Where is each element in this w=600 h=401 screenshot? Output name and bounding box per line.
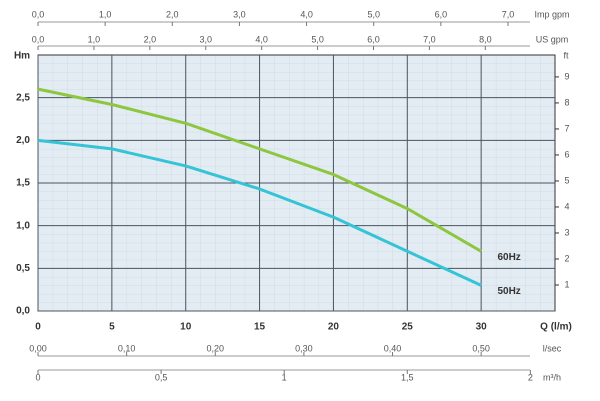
- y-tick-label: 0,0: [16, 306, 30, 317]
- secondary-tick-label: 6,0: [435, 9, 448, 19]
- y2-tick-label: 4: [564, 201, 569, 211]
- secondary-tick-label: 5,0: [367, 9, 380, 19]
- y2-tick-label: 8: [564, 97, 569, 107]
- secondary-tick-label: 1,5: [401, 372, 414, 382]
- x-tick-label: 0: [35, 322, 41, 333]
- y-tick-label: 2,0: [16, 135, 30, 146]
- secondary-tick-label: 0,00: [29, 343, 47, 353]
- secondary-tick-label: 0,5: [155, 372, 168, 382]
- secondary-tick-label: 4,0: [255, 34, 268, 44]
- secondary-axis-title: m³/h: [543, 372, 561, 382]
- y2-tick-label: 5: [564, 175, 569, 185]
- secondary-tick-label: 2,0: [144, 34, 157, 44]
- secondary-tick-label: 1,0: [88, 34, 101, 44]
- y-tick-label: 2,5: [16, 92, 30, 103]
- y2-tick-label: 3: [564, 227, 569, 237]
- y-tick-label: 1,5: [16, 178, 30, 189]
- secondary-tick-label: 1: [282, 372, 287, 382]
- y-axis-title: Hm: [14, 51, 30, 62]
- secondary-tick-label: 2,0: [166, 9, 179, 19]
- x-tick-label: 15: [254, 322, 266, 333]
- secondary-tick-label: 3,0: [233, 9, 246, 19]
- y2-tick-label: 9: [564, 71, 569, 81]
- secondary-axis-title: l/sec: [543, 343, 562, 353]
- x-axis-title: Q (l/m): [540, 322, 572, 333]
- secondary-tick-label: 3,0: [199, 34, 212, 44]
- y2-tick-label: 6: [564, 149, 569, 159]
- secondary-tick-label: 1,0: [99, 9, 112, 19]
- secondary-tick-label: 0,30: [295, 343, 313, 353]
- series-label: 50Hz: [497, 286, 520, 297]
- y-tick-label: 0,5: [16, 263, 30, 274]
- secondary-tick-label: 0,0: [32, 34, 45, 44]
- x-tick-label: 20: [328, 322, 340, 333]
- y2-tick-label: 2: [564, 253, 569, 263]
- secondary-tick-label: 0,20: [207, 343, 225, 353]
- secondary-axis-title: Imp gpm: [534, 9, 569, 19]
- series-label: 60Hz: [497, 252, 520, 263]
- secondary-tick-label: 8,0: [479, 34, 492, 44]
- secondary-axis-title: US gpm: [536, 34, 569, 44]
- secondary-tick-label: 0,40: [384, 343, 402, 353]
- secondary-tick-label: 2: [528, 372, 533, 382]
- secondary-tick-label: 7,0: [423, 34, 436, 44]
- x-tick-label: 5: [109, 322, 115, 333]
- secondary-tick-label: 0,0: [32, 9, 45, 19]
- series-line: [37, 87, 482, 253]
- x-tick-label: 30: [476, 322, 488, 333]
- y-tick-label: 1,0: [16, 220, 30, 231]
- secondary-tick-label: 0,10: [118, 343, 136, 353]
- x-tick-label: 10: [180, 322, 192, 333]
- secondary-tick-label: 0,50: [472, 343, 490, 353]
- y2-tick-label: 7: [564, 123, 569, 133]
- y2-tick-label: 1: [564, 279, 569, 289]
- secondary-tick-label: 4,0: [300, 9, 313, 19]
- secondary-tick-label: 0: [35, 372, 40, 382]
- secondary-tick-label: 6,0: [367, 34, 380, 44]
- secondary-tick-label: 5,0: [311, 34, 324, 44]
- x-tick-label: 25: [402, 322, 414, 333]
- secondary-tick-label: 7,0: [502, 9, 515, 19]
- series-line: [37, 138, 482, 287]
- y2-axis-title: ft: [563, 50, 569, 60]
